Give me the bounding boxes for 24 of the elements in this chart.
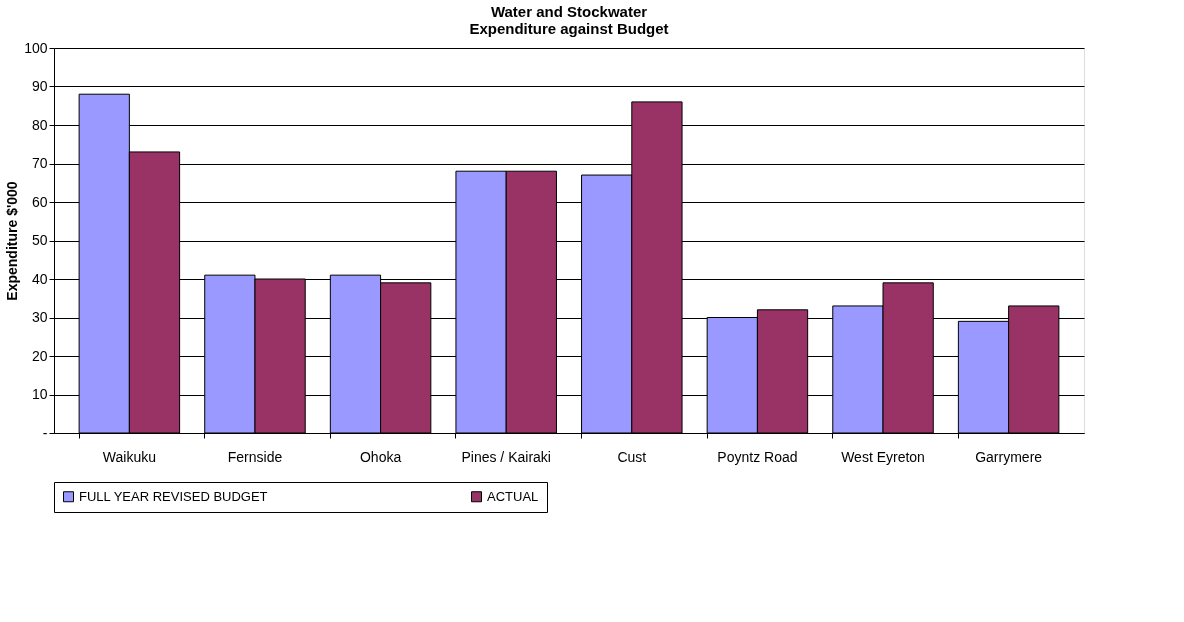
y-tick-label: 100 — [24, 39, 48, 56]
y-axis-title: Expenditure $'000 — [4, 181, 21, 301]
x-tick-label: West Eyreton — [841, 448, 925, 465]
x-tick-label: Waikuku — [102, 448, 156, 465]
x-tick-label: Cust — [617, 448, 647, 465]
text: Water and Stockwater — [490, 3, 648, 20]
y-tick-label: 80 — [31, 116, 48, 133]
y-tick-label: 60 — [31, 193, 48, 210]
x-tick-label: Garrymere — [975, 448, 1043, 465]
y-tick-label: 30 — [31, 309, 48, 325]
legend-label: FULL YEAR REVISED BUDGET — [79, 488, 268, 504]
y-tick-label: 40 — [31, 270, 48, 287]
y-tick-label: 70 — [31, 155, 48, 171]
y-tick-label: 90 — [31, 78, 48, 94]
text: Expenditure against Budget — [469, 20, 669, 37]
x-tick-label: Pines / Kairaki — [461, 448, 551, 465]
x-tick-label: Ohoka — [359, 448, 402, 465]
legend-label: ACTUAL — [487, 488, 539, 504]
y-tick-label: 10 — [31, 386, 48, 402]
y-tick-label: 50 — [31, 232, 48, 248]
x-tick-label: Poyntz Road — [717, 448, 798, 465]
y-tick-label: 20 — [31, 347, 48, 364]
y-tick-label: - — [42, 424, 48, 441]
x-tick-label: Fernside — [227, 448, 283, 465]
